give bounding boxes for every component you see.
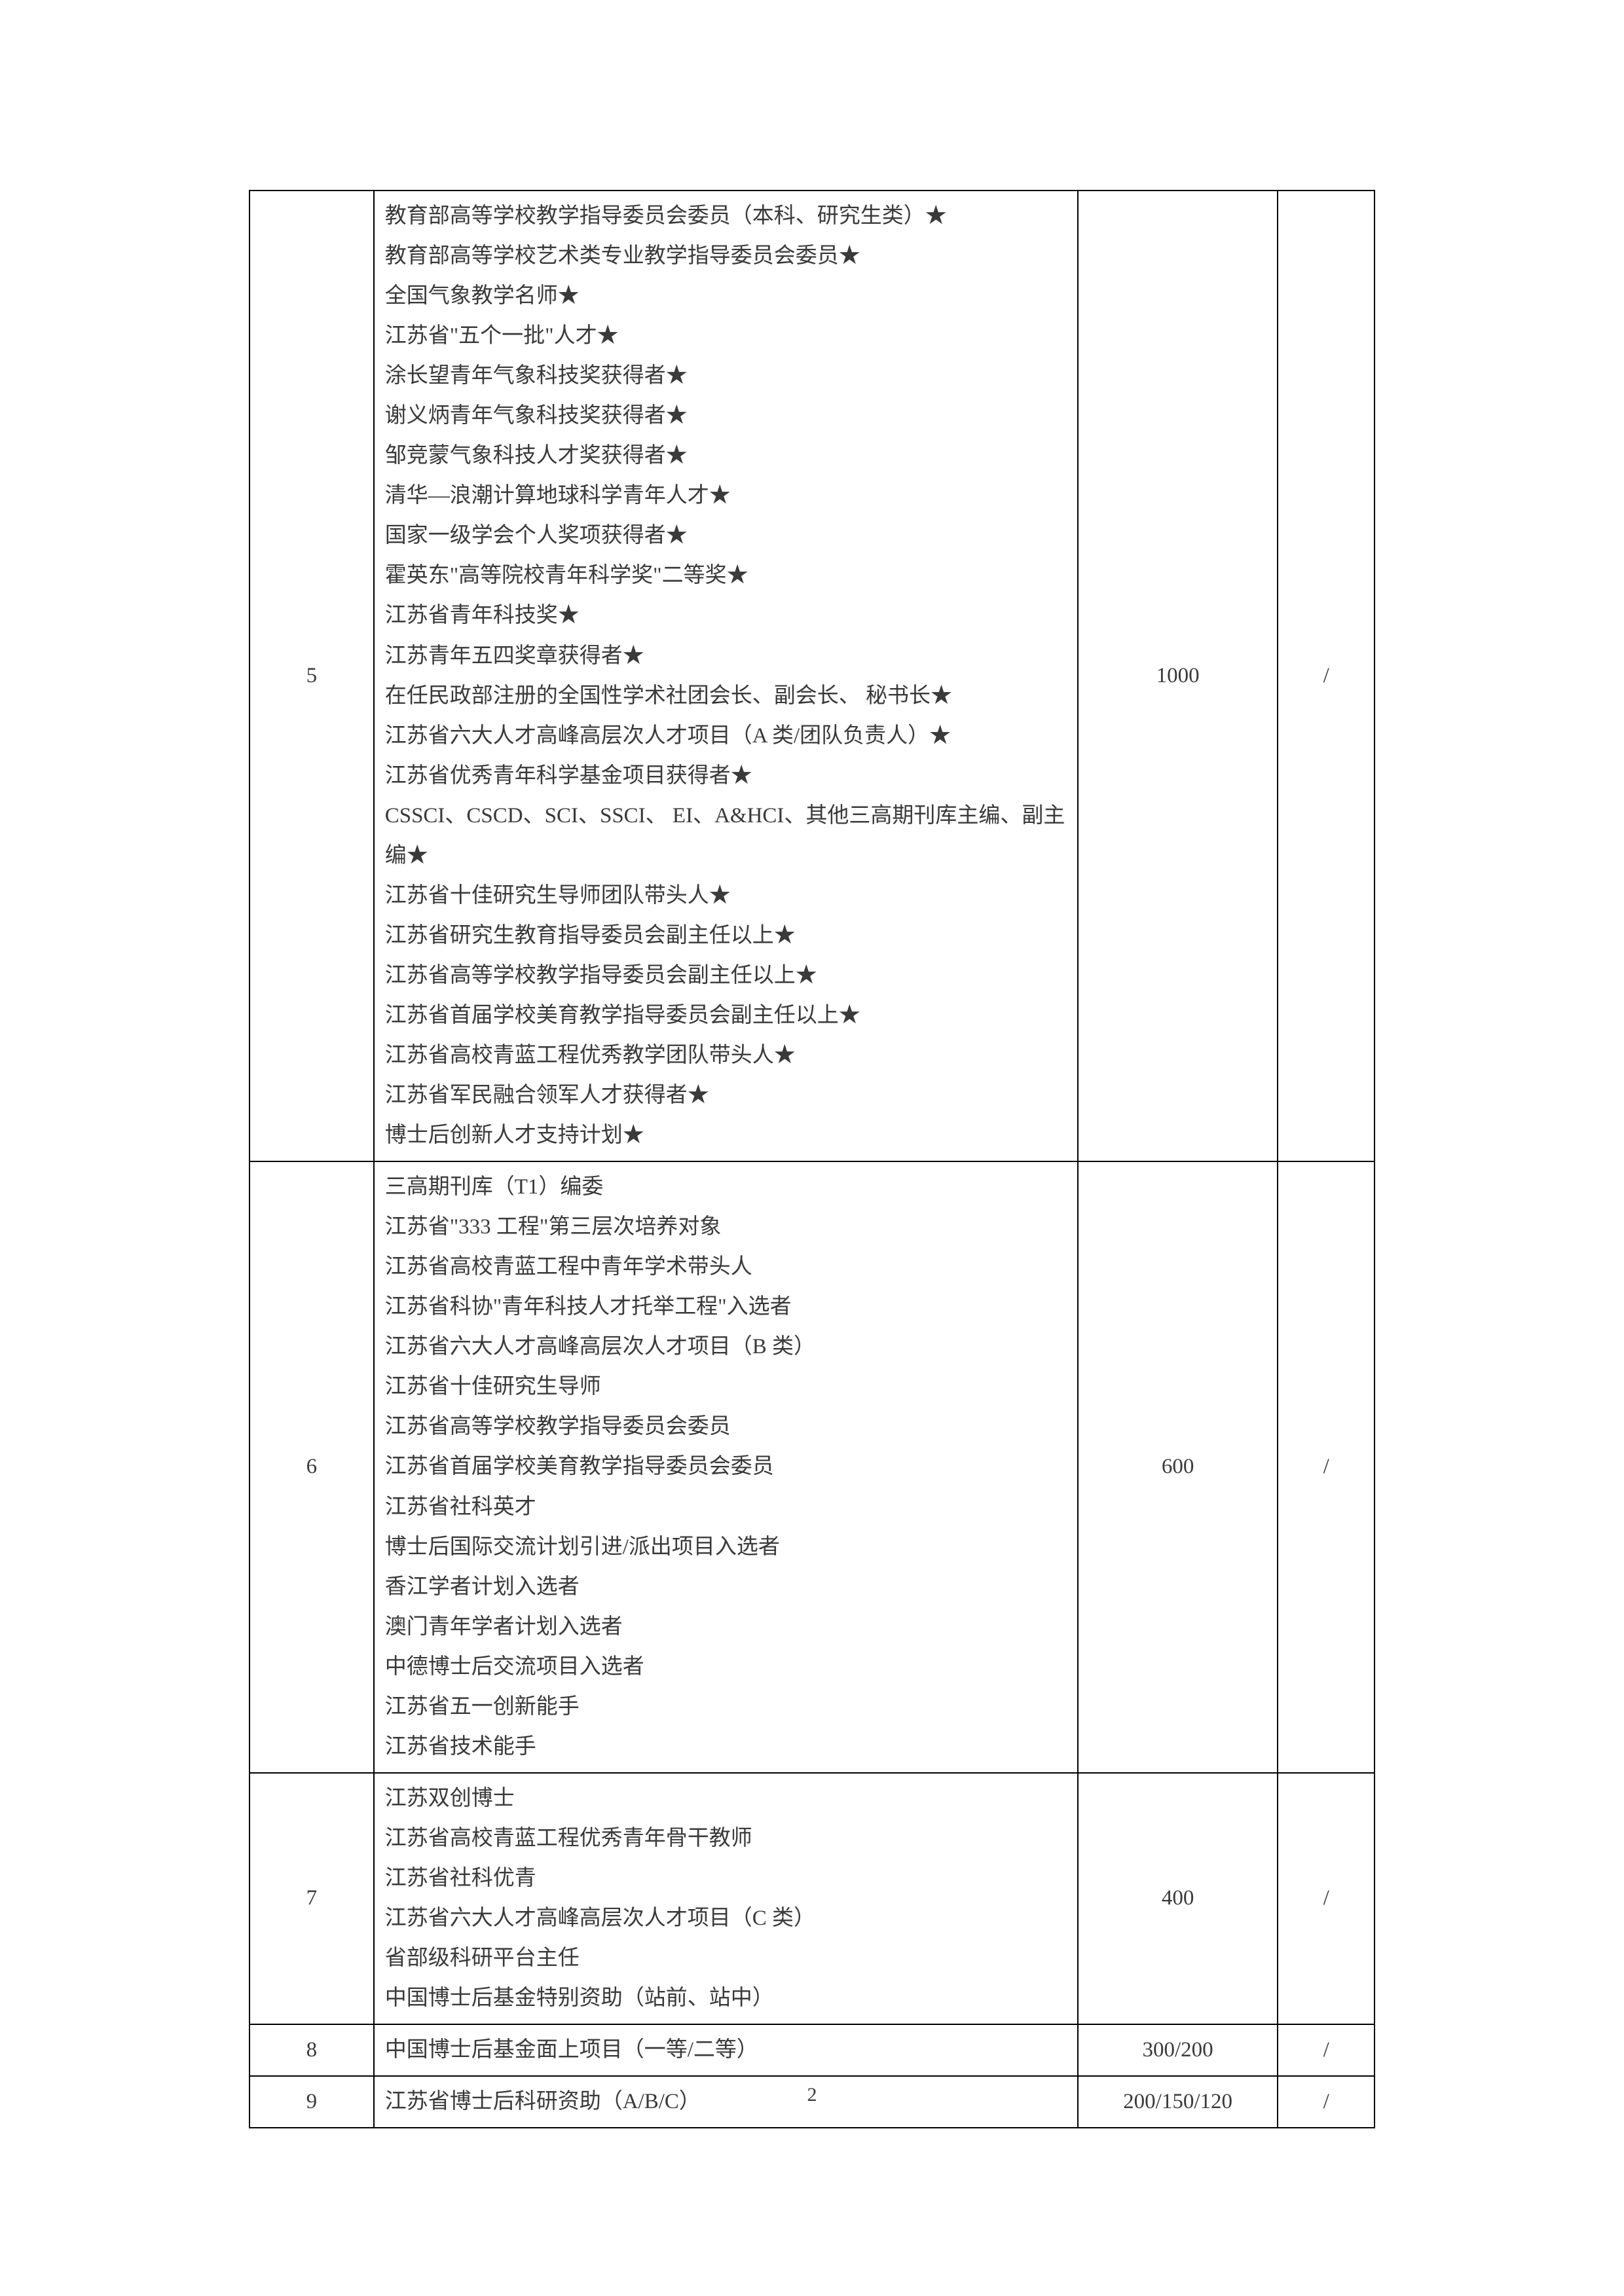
- description-line: 江苏省高等学校教学指导委员会委员: [385, 1407, 1067, 1447]
- table-row: 7江苏双创博士江苏省高校青蓝工程优秀青年骨干教师江苏省社科优青江苏省六大人才高峰…: [249, 1773, 1375, 2024]
- description-line: 全国气象教学名师★: [385, 276, 1067, 316]
- description-line: 江苏省技术能手: [385, 1727, 1067, 1767]
- description-line: 博士后国际交流计划引进/派出项目入选者: [385, 1527, 1067, 1567]
- description-line: 江苏省研究生教育指导委员会副主任以上★: [385, 916, 1067, 956]
- description-line: 江苏省十佳研究生导师团队带头人★: [385, 876, 1067, 916]
- description-line: 江苏省社科优青: [385, 1859, 1067, 1899]
- description-line: 江苏省高校青蓝工程优秀教学团队带头人★: [385, 1036, 1067, 1076]
- description-line: 谢义炳青年气象科技奖获得者★: [385, 396, 1067, 436]
- description-line: 江苏省五一创新能手: [385, 1687, 1067, 1727]
- description-line: 江苏省六大人才高峰高层次人才项目（B 类）: [385, 1327, 1067, 1367]
- description-line: 澳门青年学者计划入选者: [385, 1607, 1067, 1647]
- row-number-cell: 6: [249, 1161, 374, 1773]
- description-line: 江苏省社科英才: [385, 1487, 1067, 1527]
- value1-cell: 1000: [1078, 191, 1278, 1161]
- description-line: 中德博士后交流项目入选者: [385, 1647, 1067, 1687]
- description-line: 三高期刊库（T1）编委: [385, 1167, 1067, 1207]
- description-line: 江苏省科协"青年科技人才托举工程"入选者: [385, 1287, 1067, 1327]
- description-line: 邹竞蒙气象科技人才奖获得者★: [385, 436, 1067, 476]
- description-line: 江苏省首届学校美育教学指导委员会副主任以上★: [385, 996, 1067, 1036]
- description-line: 中国博士后基金面上项目（一等/二等）: [385, 2030, 1067, 2070]
- value2-cell: /: [1278, 191, 1375, 1161]
- description-cell: 中国博士后基金面上项目（一等/二等）: [374, 2024, 1078, 2076]
- description-line: 清华—浪潮计算地球科学青年人才★: [385, 476, 1067, 516]
- description-line: 江苏省高等学校教学指导委员会副主任以上★: [385, 956, 1067, 996]
- description-cell: 三高期刊库（T1）编委江苏省"333 工程"第三层次培养对象江苏省高校青蓝工程中…: [374, 1161, 1078, 1773]
- description-line: 江苏双创博士: [385, 1779, 1067, 1819]
- description-line: 省部级科研平台主任: [385, 1939, 1067, 1978]
- description-line: 江苏省军民融合领军人才获得者★: [385, 1076, 1067, 1116]
- value1-cell: 600: [1078, 1161, 1278, 1773]
- description-line: CSSCI、CSCD、SCI、SSCI、 EI、A&HCI、其他三高期刊库主编、…: [385, 796, 1067, 876]
- description-line: 江苏省优秀青年科学基金项目获得者★: [385, 756, 1067, 796]
- description-line: 江苏省青年科技奖★: [385, 596, 1067, 636]
- value2-cell: /: [1278, 1161, 1375, 1773]
- description-line: 博士后创新人才支持计划★: [385, 1116, 1067, 1156]
- description-line: 江苏省六大人才高峰高层次人才项目（A 类/团队负责人）★: [385, 716, 1067, 756]
- value2-cell: /: [1278, 2024, 1375, 2076]
- description-line: 江苏省六大人才高峰高层次人才项目（C 类）: [385, 1899, 1067, 1939]
- description-line: 江苏省十佳研究生导师: [385, 1367, 1067, 1407]
- value1-cell: 300/200: [1078, 2024, 1278, 2076]
- description-line: 在任民政部注册的全国性学术社团会长、副会长、 秘书长★: [385, 676, 1067, 716]
- description-line: 涂长望青年气象科技奖获得者★: [385, 356, 1067, 396]
- row-number-cell: 8: [249, 2024, 374, 2076]
- table-row: 5教育部高等学校教学指导委员会委员（本科、研究生类）★教育部高等学校艺术类专业教…: [249, 191, 1375, 1161]
- description-line: 教育部高等学校艺术类专业教学指导委员会委员★: [385, 236, 1067, 276]
- description-line: 江苏省首届学校美育教学指导委员会委员: [385, 1447, 1067, 1487]
- value1-cell: 400: [1078, 1773, 1278, 2024]
- table-body: 5教育部高等学校教学指导委员会委员（本科、研究生类）★教育部高等学校艺术类专业教…: [249, 191, 1375, 2128]
- description-line: 江苏省"333 工程"第三层次培养对象: [385, 1207, 1067, 1247]
- description-cell: 江苏双创博士江苏省高校青蓝工程优秀青年骨干教师江苏省社科优青江苏省六大人才高峰高…: [374, 1773, 1078, 2024]
- row-number-cell: 7: [249, 1773, 374, 2024]
- description-line: 江苏省高校青蓝工程优秀青年骨干教师: [385, 1819, 1067, 1859]
- description-cell: 教育部高等学校教学指导委员会委员（本科、研究生类）★教育部高等学校艺术类专业教学…: [374, 191, 1078, 1161]
- talent-levels-table: 5教育部高等学校教学指导委员会委员（本科、研究生类）★教育部高等学校艺术类专业教…: [249, 190, 1375, 2128]
- description-line: 香江学者计划入选者: [385, 1567, 1067, 1607]
- description-line: 中国博士后基金特别资助（站前、站中）: [385, 1978, 1067, 2018]
- value2-cell: /: [1278, 1773, 1375, 2024]
- description-line: 国家一级学会个人奖项获得者★: [385, 516, 1067, 556]
- description-line: 江苏省高校青蓝工程中青年学术带头人: [385, 1247, 1067, 1287]
- description-line: 霍英东"高等院校青年科学奖"二等奖★: [385, 556, 1067, 596]
- description-line: 江苏青年五四奖章获得者★: [385, 636, 1067, 676]
- table-row: 6三高期刊库（T1）编委江苏省"333 工程"第三层次培养对象江苏省高校青蓝工程…: [249, 1161, 1375, 1773]
- table-row: 8 中国博士后基金面上项目（一等/二等） 300/200/: [249, 2024, 1375, 2076]
- document-page: 5教育部高等学校教学指导委员会委员（本科、研究生类）★教育部高等学校艺术类专业教…: [0, 0, 1624, 2128]
- description-line: 江苏省"五个一批"人才★: [385, 316, 1067, 356]
- page-number: 2: [0, 2084, 1624, 2106]
- row-number-cell: 5: [249, 191, 374, 1161]
- description-line: 教育部高等学校教学指导委员会委员（本科、研究生类）★: [385, 196, 1067, 236]
